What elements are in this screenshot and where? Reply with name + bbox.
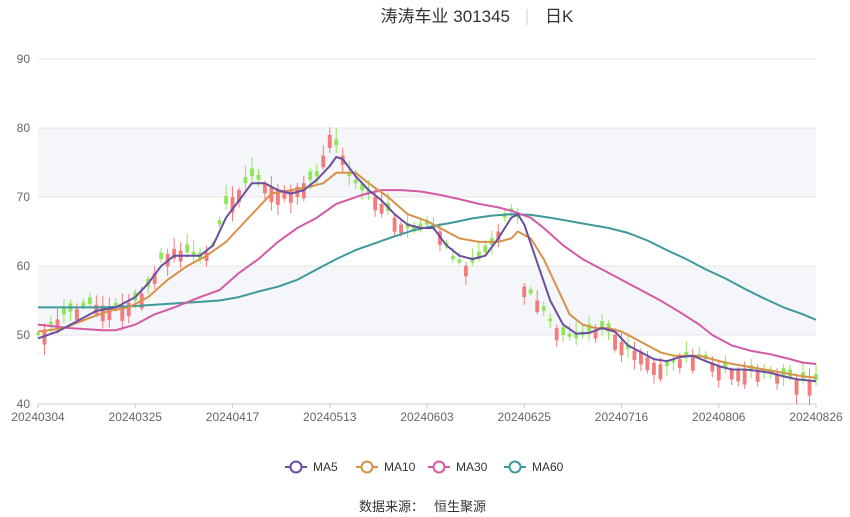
candle bbox=[237, 187, 241, 208]
candle bbox=[457, 252, 462, 265]
candle bbox=[379, 193, 384, 218]
x-tick-label: 20240304 bbox=[11, 410, 65, 424]
x-tick-label: 20240603 bbox=[400, 410, 454, 424]
candle bbox=[42, 323, 47, 355]
candle bbox=[250, 157, 254, 182]
candle bbox=[334, 127, 339, 153]
candle bbox=[535, 290, 540, 315]
series-line-ma30 bbox=[37, 189, 817, 365]
candle bbox=[463, 262, 468, 285]
candle bbox=[126, 293, 131, 324]
candle bbox=[651, 358, 656, 384]
candle bbox=[671, 353, 676, 371]
candle bbox=[152, 265, 157, 290]
plot-band-1 bbox=[38, 128, 816, 197]
x-tick-label: 20240417 bbox=[206, 410, 260, 424]
candle bbox=[632, 341, 637, 370]
candle bbox=[87, 292, 92, 309]
candle bbox=[172, 238, 177, 263]
candle bbox=[327, 127, 332, 153]
svg-text:MA60: MA60 bbox=[532, 460, 564, 474]
candle bbox=[107, 297, 112, 328]
svg-text:MA30: MA30 bbox=[456, 460, 488, 474]
candle bbox=[814, 363, 818, 386]
legend-item-ma5[interactable]: MA5 bbox=[285, 460, 338, 474]
candle bbox=[528, 286, 533, 296]
legend-item-ma60[interactable]: MA60 bbox=[504, 460, 564, 474]
source-label: 数据来源： bbox=[359, 499, 424, 514]
x-tick-label: 20240325 bbox=[109, 410, 163, 424]
legend: MA5 MA10 MA30 MA60 bbox=[285, 460, 564, 474]
candle bbox=[541, 301, 546, 317]
candle bbox=[243, 165, 248, 192]
candle bbox=[159, 248, 164, 263]
candle bbox=[120, 293, 125, 331]
candle bbox=[587, 316, 592, 342]
svg-text:MA10: MA10 bbox=[384, 460, 416, 474]
y-axis: 40 50 60 70 80 90 bbox=[17, 52, 31, 411]
ma-lines bbox=[37, 156, 817, 383]
candle bbox=[191, 240, 196, 265]
candle bbox=[548, 313, 553, 329]
legend-item-ma10[interactable]: MA10 bbox=[356, 460, 416, 474]
candle bbox=[600, 314, 604, 336]
candle bbox=[418, 219, 423, 233]
svg-text:MA5: MA5 bbox=[313, 460, 338, 474]
legend-item-ma30[interactable]: MA30 bbox=[428, 460, 488, 474]
candle bbox=[554, 324, 559, 347]
candle bbox=[94, 295, 99, 317]
candle bbox=[392, 214, 397, 237]
x-axis: 20240304 20240325 20240417 20240513 20240603… bbox=[11, 404, 843, 424]
chart-title: 涛涛车业 301345 bbox=[381, 7, 510, 26]
candle bbox=[723, 354, 728, 374]
y-tick-label: 70 bbox=[17, 190, 31, 204]
candle bbox=[483, 240, 488, 257]
y-tick-label: 80 bbox=[17, 121, 31, 135]
series-line-ma5 bbox=[37, 156, 817, 383]
x-tick-label: 20240513 bbox=[303, 410, 357, 424]
x-tick-label: 20240625 bbox=[498, 410, 552, 424]
candle bbox=[36, 330, 40, 338]
source-value: 恒生聚源 bbox=[434, 499, 486, 514]
candle bbox=[321, 145, 326, 170]
candle bbox=[405, 215, 410, 238]
candle bbox=[567, 325, 572, 341]
candle bbox=[470, 248, 475, 266]
chart-period: 日K bbox=[545, 7, 574, 26]
candle bbox=[496, 224, 501, 248]
x-tick-label: 20240716 bbox=[595, 410, 649, 424]
candle bbox=[412, 221, 416, 234]
candle bbox=[230, 186, 235, 222]
candle bbox=[185, 233, 190, 259]
grid-lines bbox=[38, 58, 816, 405]
y-tick-label: 40 bbox=[17, 397, 31, 411]
candle bbox=[282, 185, 287, 202]
plot-band-0 bbox=[38, 266, 816, 335]
candle bbox=[684, 341, 689, 364]
x-tick-label: 20240806 bbox=[692, 410, 746, 424]
y-tick-label: 60 bbox=[17, 259, 31, 273]
series-line-ma60 bbox=[38, 213, 817, 321]
y-tick-label: 90 bbox=[17, 52, 31, 66]
candle bbox=[561, 324, 566, 343]
candle bbox=[658, 357, 663, 382]
candle bbox=[807, 368, 812, 406]
candle bbox=[314, 164, 319, 185]
candle bbox=[62, 299, 66, 324]
plot-bands bbox=[38, 128, 816, 335]
candle bbox=[217, 216, 222, 228]
candle bbox=[373, 188, 378, 217]
candle bbox=[690, 348, 695, 374]
y-tick-label: 50 bbox=[17, 328, 31, 342]
candle bbox=[275, 183, 280, 215]
candle bbox=[664, 359, 669, 376]
candle bbox=[224, 184, 228, 210]
x-tick-label: 20240826 bbox=[789, 410, 843, 424]
candle bbox=[522, 283, 527, 306]
